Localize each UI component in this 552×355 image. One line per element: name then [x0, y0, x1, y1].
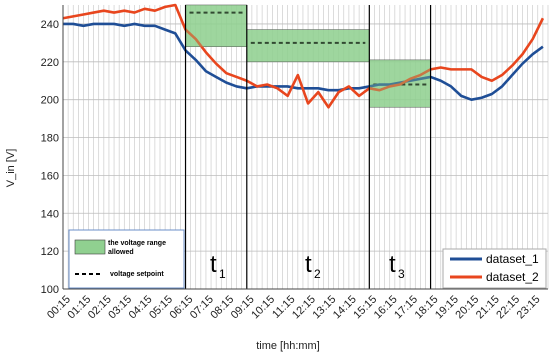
period-label-t2-main: t	[305, 251, 312, 278]
y-tick-label: 100	[41, 284, 59, 296]
y-tick-label: 160	[41, 170, 59, 182]
period-label-t2-sub: 2	[314, 267, 321, 281]
band-legend: the voltage range allowed voltage setpoi…	[68, 229, 185, 289]
band-legend-box	[68, 229, 185, 289]
series-legend-box	[442, 248, 547, 289]
series-legend: dataset_1 dataset_2	[442, 248, 547, 289]
series-lines	[62, 3, 545, 109]
band-legend-label-line2: allowed	[108, 249, 134, 256]
period-label-t2: t 2	[305, 251, 321, 281]
y-tick-label: 140	[41, 208, 59, 220]
period-label-t1-sub: 1	[219, 267, 226, 281]
band-legend-label-line1: the voltage range	[108, 240, 166, 247]
legend-label-dataset-2: dataset_2	[486, 270, 539, 284]
y-axis-title: V_in [V]	[5, 149, 17, 188]
legend-label-dataset-1: dataset_1	[486, 252, 539, 266]
y-tick-label: 220	[41, 57, 59, 69]
setpoint-legend-label: voltage setpoint	[110, 271, 164, 278]
x-axis-title: time [hh:mm]	[256, 340, 320, 352]
y-tick-label: 200	[41, 95, 59, 107]
band-legend-swatch	[74, 239, 106, 255]
y-tick-label: 180	[41, 133, 59, 145]
period-dividers	[184, 5, 432, 289]
voltage-range-band-overlay-2	[246, 29, 370, 62]
period-label-t1-main: t	[210, 251, 217, 278]
period-label-t3-sub: 3	[398, 267, 405, 281]
period-label-t3-main: t	[389, 251, 396, 278]
series-line-dataset-2	[62, 3, 545, 109]
voltage-range-band-overlay-1	[185, 5, 247, 47]
voltage-range-band-overlay-3	[369, 59, 431, 108]
period-label-t3: t 3	[389, 251, 405, 281]
period-label-t1: t 1	[210, 251, 226, 281]
y-tick-label: 240	[41, 19, 59, 31]
voltage-range-band-2	[246, 29, 370, 63]
y-tick-label: 120	[41, 246, 59, 258]
